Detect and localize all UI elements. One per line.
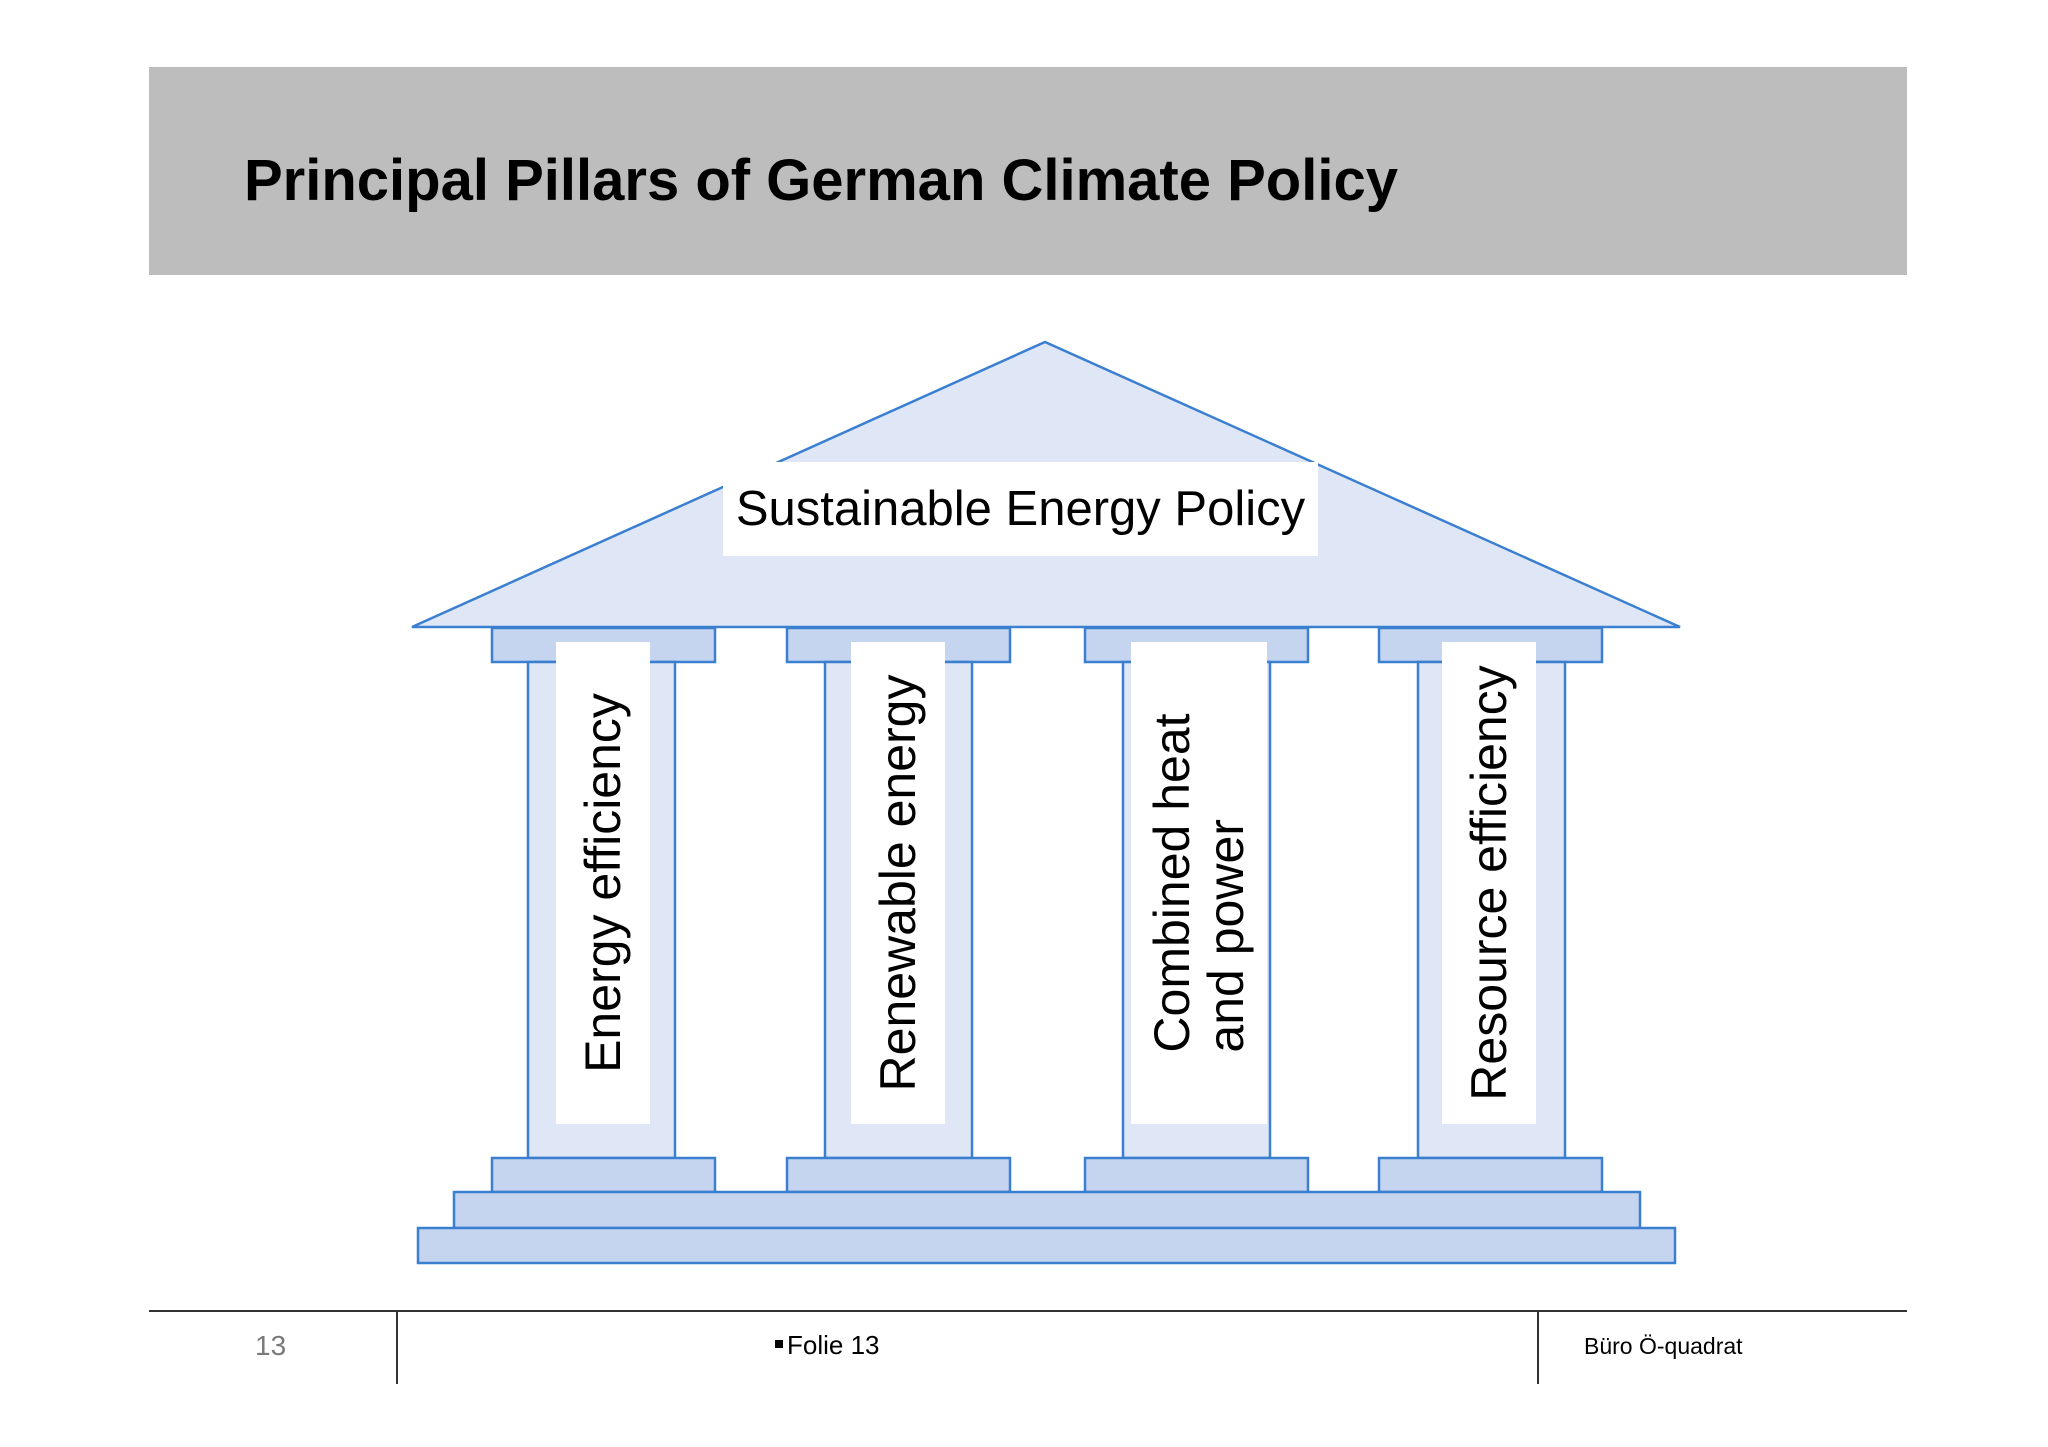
pillar-base [1377,1156,1604,1194]
temple-step-upper [452,1190,1642,1230]
pillar-base [1083,1156,1310,1194]
roof-label: Sustainable Energy Policy [723,462,1318,556]
pillar-base [785,1156,1012,1194]
footer-rule [149,1310,1907,1312]
footer-divider-left [396,1310,398,1384]
temple-step-lower [416,1226,1677,1265]
pillar-label-text: Renewable energy [870,674,926,1092]
footer-divider-right [1537,1310,1539,1384]
pillar-label-combined-heat-and-power: Combined heat and power [1131,642,1267,1124]
footer-slide-text: Folie 13 [787,1330,880,1360]
pillar-label-text: Energy efficiency [575,693,631,1073]
pillar-label-text: Resource efficiency [1461,665,1517,1101]
pillar-label-text: Combined heat and power [1144,713,1254,1053]
page-number: 13 [255,1330,287,1361]
bullet-icon [775,1340,783,1349]
pillar-base [490,1156,717,1194]
footer-organization: Büro Ö-quadrat [1584,1333,1743,1359]
pillar-label-energy-efficiency: Energy efficiency [556,642,650,1124]
title-band: Principal Pillars of German Climate Poli… [149,67,1907,275]
footer-slide-label: Folie 13 [775,1330,880,1361]
slide-title: Principal Pillars of German Climate Poli… [244,148,1398,213]
pillar-label-renewable-energy: Renewable energy [851,642,945,1124]
pillar-label-resource-efficiency: Resource efficiency [1442,642,1536,1124]
